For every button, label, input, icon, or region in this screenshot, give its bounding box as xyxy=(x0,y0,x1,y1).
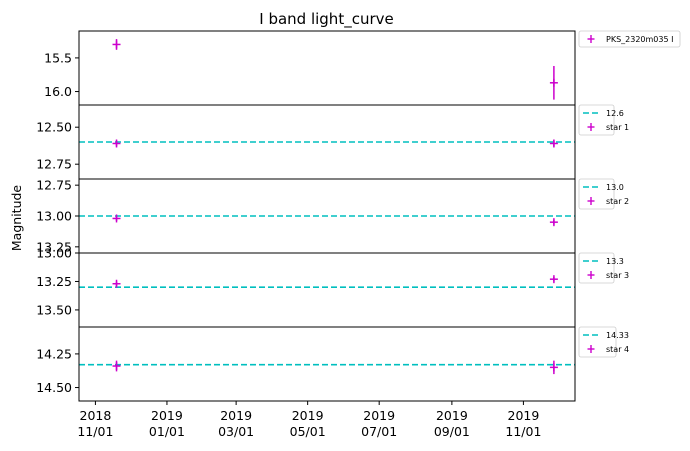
y-tick-label: 12.75 xyxy=(36,178,72,193)
legend-label: star 4 xyxy=(606,345,629,354)
y-axis-label: Magnitude xyxy=(9,185,24,252)
legend-label: star 3 xyxy=(606,271,629,280)
legend-label: star 2 xyxy=(606,197,629,206)
legend: 12.6 star 1 xyxy=(578,104,629,136)
x-tick-label: 2019 xyxy=(363,408,395,423)
x-tick-label: 03/01 xyxy=(218,424,254,439)
panel-frame xyxy=(78,252,576,328)
panels-group: 15.5 16.0 PKS_2320m035 I 12.50 12.75 12.6 star… xyxy=(36,30,681,402)
x-tick-label: 2019 xyxy=(436,408,468,423)
y-tick-label: 13.00 xyxy=(36,209,72,224)
legend-box xyxy=(578,30,681,48)
x-axis: 201811/01201901/01201903/01201905/012019… xyxy=(77,401,541,439)
x-tick-label: 05/01 xyxy=(290,424,326,439)
data-point xyxy=(549,360,558,375)
chart-title: I band light_curve xyxy=(259,10,393,29)
data-point xyxy=(112,214,121,223)
legend-label: PKS_2320m035 I xyxy=(606,35,673,44)
legend-label: 13.0 xyxy=(606,183,624,192)
data-point xyxy=(112,39,121,50)
panel-frame xyxy=(78,326,576,402)
y-tick-label: 12.75 xyxy=(36,157,72,172)
x-tick-label: 2019 xyxy=(508,408,540,423)
panel-4: 13.00 13.25 13.50 13.3 star 3 xyxy=(36,246,629,328)
legend-label: 14.33 xyxy=(606,331,629,340)
x-tick-label: 09/01 xyxy=(434,424,470,439)
legend: 13.3 star 3 xyxy=(578,252,629,284)
data-point xyxy=(112,279,121,288)
x-tick-label: 01/01 xyxy=(149,424,185,439)
x-tick-label: 2018 xyxy=(80,408,112,423)
legend: 14.33 star 4 xyxy=(578,326,629,358)
panel-data xyxy=(79,214,575,227)
x-tick-label: 07/01 xyxy=(361,424,397,439)
legend-label: 13.3 xyxy=(606,257,624,266)
y-tick-label: 13.50 xyxy=(36,302,72,317)
panel-data xyxy=(112,39,558,100)
y-tick-label: 16.0 xyxy=(44,84,72,99)
legend-label: star 1 xyxy=(606,123,629,132)
panel-frame xyxy=(78,30,576,106)
data-point xyxy=(549,65,558,100)
panel-2: 12.50 12.75 12.6 star 1 xyxy=(36,104,629,180)
y-tick-label: 14.25 xyxy=(36,346,72,361)
legend: 13.0 star 2 xyxy=(578,178,629,210)
y-tick-label: 12.50 xyxy=(36,120,72,135)
data-point xyxy=(112,360,121,372)
panel-data xyxy=(79,360,575,375)
y-tick-label: 13.25 xyxy=(36,274,72,289)
panel-data xyxy=(79,139,575,148)
panel-data xyxy=(79,275,575,288)
panel-3: 12.75 13.00 13.25 13.0 star 2 xyxy=(36,178,629,255)
legend-label: 12.6 xyxy=(606,109,624,118)
y-tick-label: 15.5 xyxy=(44,50,72,65)
data-point xyxy=(549,218,558,227)
x-tick-label: 2019 xyxy=(292,408,324,423)
x-tick-label: 11/01 xyxy=(77,424,113,439)
y-tick-label: 14.50 xyxy=(36,380,72,395)
x-tick-label: 2019 xyxy=(220,408,252,423)
panel-5: 14.25 14.50 14.33 star 4 xyxy=(36,326,629,402)
panel-1: 15.5 16.0 PKS_2320m035 I xyxy=(44,30,681,106)
x-tick-label: 2019 xyxy=(151,408,183,423)
legend: PKS_2320m035 I xyxy=(578,30,681,48)
data-point xyxy=(549,139,558,148)
y-tick-label: 13.00 xyxy=(36,246,72,261)
data-point xyxy=(112,139,121,148)
data-point xyxy=(549,275,558,284)
x-tick-label: 11/01 xyxy=(505,424,541,439)
y-tick-label: 13.25 xyxy=(36,239,72,254)
